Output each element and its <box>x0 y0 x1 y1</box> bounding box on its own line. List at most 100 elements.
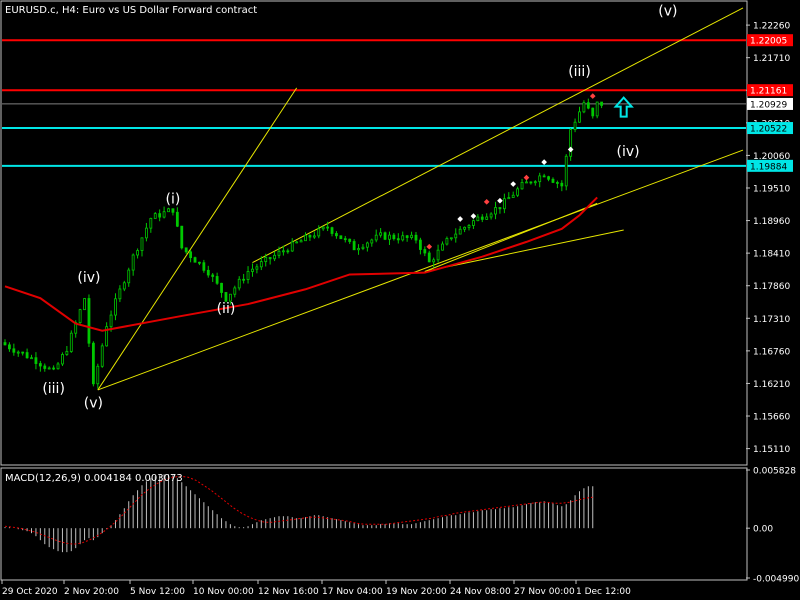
candle-body <box>127 269 131 284</box>
candle-body <box>595 101 599 117</box>
candle-body <box>374 234 378 241</box>
horizontal-levels <box>2 39 746 167</box>
candle-body <box>569 129 573 157</box>
candle-body <box>47 367 51 370</box>
candle-body <box>273 254 276 260</box>
candle-body <box>136 250 139 256</box>
candle-body <box>180 225 184 249</box>
candle-body <box>405 235 409 238</box>
candle-body <box>441 243 444 251</box>
candle-body <box>251 268 254 272</box>
wave-label: (v) <box>658 4 677 20</box>
time-tick-label: 2 Nov 20:00 <box>64 587 119 597</box>
candle-body <box>162 211 166 218</box>
candle-body <box>277 250 281 256</box>
candle-body <box>21 351 25 354</box>
candle-body <box>600 101 603 106</box>
candle-body <box>304 234 307 242</box>
candle-body <box>38 363 42 367</box>
candle-body <box>533 181 537 184</box>
candle-body <box>259 261 263 268</box>
candle-body <box>308 234 312 238</box>
time-tick-label: 10 Nov 00:00 <box>193 587 254 597</box>
wave-label: (iii) <box>568 64 591 80</box>
candle-body <box>8 344 11 350</box>
candle-body <box>34 357 38 364</box>
candle-body <box>282 250 285 253</box>
candle-body <box>388 234 391 240</box>
candle-body <box>255 266 259 270</box>
candle-body <box>365 242 369 248</box>
wave-label: (iv) <box>77 270 100 286</box>
candle-body <box>87 298 91 344</box>
candle-body <box>312 235 316 238</box>
candle-body <box>131 254 135 271</box>
candle-body <box>489 213 493 218</box>
trendline <box>97 149 744 391</box>
candle-body <box>498 207 502 210</box>
candle-body <box>290 241 294 252</box>
wave-label: (i) <box>166 191 181 207</box>
candle-body <box>485 216 489 220</box>
candle-body <box>228 293 232 302</box>
candle-body <box>83 298 86 311</box>
candle-body <box>153 213 157 219</box>
candle-body <box>578 111 581 123</box>
candle-body <box>525 181 528 184</box>
fractal-marker <box>541 159 547 165</box>
candle-body <box>419 239 422 250</box>
candle-body <box>317 228 321 237</box>
candle-body <box>582 102 586 113</box>
candle-body <box>520 182 524 190</box>
candle-body <box>109 314 113 328</box>
candles <box>3 93 603 389</box>
candle-body <box>348 238 352 242</box>
candle-body <box>555 182 559 184</box>
wave-labels: (iii) (iv) (v) (i) (ii) (iii) (iv) (v) <box>42 4 677 412</box>
candle-body <box>118 288 122 300</box>
candle-body <box>445 238 449 245</box>
candle-body <box>56 363 60 370</box>
candle-body <box>516 188 520 196</box>
candle-body <box>494 207 497 215</box>
candle-body <box>295 241 299 244</box>
candle-body <box>458 228 462 235</box>
candle-body <box>383 232 387 240</box>
time-tick-label: 5 Nov 12:00 <box>130 587 185 597</box>
candle-body <box>246 271 250 280</box>
moving-average <box>4 196 598 332</box>
candle-body <box>454 233 458 239</box>
trendline <box>424 202 598 272</box>
price-tick-label: 1.15660 <box>753 413 790 423</box>
fractal-marker <box>470 213 477 219</box>
fractal-marker <box>523 174 530 181</box>
candle-body <box>463 226 466 230</box>
price-marker-bg <box>747 84 793 97</box>
price-tick-label: 1.21710 <box>753 54 790 64</box>
candle-body <box>100 345 104 367</box>
up-arrow-icon <box>613 96 634 118</box>
candle-body <box>586 102 590 109</box>
candle-body <box>352 241 356 251</box>
candle-body <box>472 220 475 226</box>
wave-label: (v) <box>84 396 103 412</box>
candle-body <box>167 208 170 213</box>
candle-body <box>215 276 219 284</box>
macd-title: MACD(12,26,9) 0.004184 0.003073 <box>5 473 183 484</box>
candle-body <box>410 234 413 238</box>
price-tick-label: 1.15110 <box>753 445 790 455</box>
fractal-marker <box>483 198 490 205</box>
macd-tick-label: 0.005828 <box>753 467 796 477</box>
candle-body <box>175 211 179 227</box>
candle-body <box>65 351 69 355</box>
candle-body <box>184 247 188 253</box>
price-tick-label: 1.20060 <box>753 152 790 162</box>
candle-body <box>432 259 436 263</box>
time-tick-label: 17 Nov 04:00 <box>322 587 383 597</box>
candle-body <box>61 354 64 365</box>
candle-body <box>476 216 480 222</box>
trendline <box>97 87 298 391</box>
candle-body <box>330 227 334 234</box>
trendline <box>424 229 624 272</box>
